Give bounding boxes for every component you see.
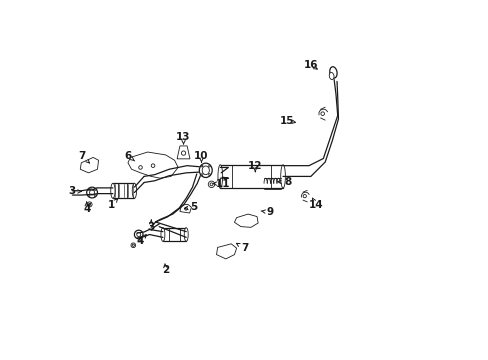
Text: 8: 8 xyxy=(284,177,290,187)
Ellipse shape xyxy=(89,190,94,195)
Ellipse shape xyxy=(132,183,136,198)
Ellipse shape xyxy=(137,233,141,237)
Text: 6: 6 xyxy=(124,150,131,161)
Ellipse shape xyxy=(201,174,203,176)
Text: 7: 7 xyxy=(240,243,248,253)
Ellipse shape xyxy=(88,189,90,190)
Ellipse shape xyxy=(202,166,209,175)
Text: 3: 3 xyxy=(147,222,155,231)
Ellipse shape xyxy=(134,230,142,239)
Ellipse shape xyxy=(184,228,188,241)
Text: 1: 1 xyxy=(108,200,115,210)
Ellipse shape xyxy=(218,165,222,188)
Ellipse shape xyxy=(139,239,141,241)
Ellipse shape xyxy=(184,207,187,210)
FancyBboxPatch shape xyxy=(113,183,134,198)
Ellipse shape xyxy=(132,244,134,246)
Ellipse shape xyxy=(303,194,306,198)
Text: 4: 4 xyxy=(137,236,144,246)
Polygon shape xyxy=(128,152,178,178)
Ellipse shape xyxy=(161,228,164,241)
Ellipse shape xyxy=(320,112,324,116)
Ellipse shape xyxy=(87,202,92,207)
Polygon shape xyxy=(234,214,258,227)
Text: 9: 9 xyxy=(265,207,273,217)
Ellipse shape xyxy=(280,165,285,188)
Text: 7: 7 xyxy=(78,150,85,161)
Ellipse shape xyxy=(181,151,185,155)
Ellipse shape xyxy=(94,195,96,197)
Text: 16: 16 xyxy=(303,60,317,70)
Ellipse shape xyxy=(201,165,203,167)
Ellipse shape xyxy=(110,183,115,198)
Text: 5: 5 xyxy=(190,202,198,212)
Ellipse shape xyxy=(86,187,97,198)
FancyBboxPatch shape xyxy=(163,228,186,241)
Ellipse shape xyxy=(199,163,212,177)
Text: 11: 11 xyxy=(215,179,230,189)
Ellipse shape xyxy=(208,174,210,176)
Text: 15: 15 xyxy=(280,116,294,126)
FancyBboxPatch shape xyxy=(220,165,283,188)
Ellipse shape xyxy=(88,203,90,206)
Ellipse shape xyxy=(151,164,155,167)
Text: 13: 13 xyxy=(176,132,190,142)
Ellipse shape xyxy=(94,189,96,190)
Ellipse shape xyxy=(88,195,90,197)
Text: 2: 2 xyxy=(162,265,169,275)
Ellipse shape xyxy=(208,181,214,188)
Ellipse shape xyxy=(210,183,212,186)
Polygon shape xyxy=(180,204,191,213)
Polygon shape xyxy=(80,157,99,173)
Text: 3: 3 xyxy=(68,186,75,197)
Text: 4: 4 xyxy=(83,204,90,214)
Polygon shape xyxy=(216,244,236,259)
Ellipse shape xyxy=(328,72,333,80)
Polygon shape xyxy=(177,146,190,159)
Text: 14: 14 xyxy=(308,200,323,210)
Ellipse shape xyxy=(139,166,142,169)
Text: 10: 10 xyxy=(194,150,208,161)
Text: 12: 12 xyxy=(247,161,262,171)
Ellipse shape xyxy=(329,67,336,78)
Ellipse shape xyxy=(131,243,135,248)
Ellipse shape xyxy=(208,165,210,167)
